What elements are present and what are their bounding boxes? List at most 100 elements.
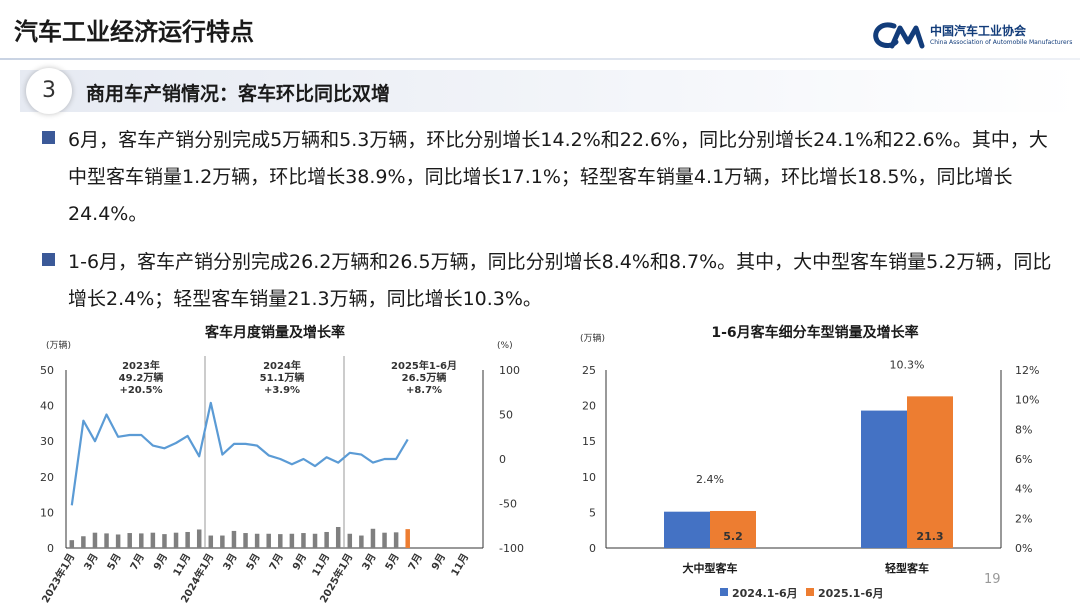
y-right-tick-label: 10% [1015,394,1039,407]
y-left-tick-label: 10 [582,471,596,484]
x-tick-label: 5月 [383,552,402,573]
legend-swatch [806,588,814,596]
x-tick-label: 2023年1月 [39,551,78,605]
sales-bar [92,532,98,548]
y-left-unit-label: (万辆) [46,339,71,351]
header-divider [0,58,1080,60]
y-right-tick-label: 0 [499,453,506,466]
header: 汽车工业经济运行特点 中国汽车工业协会 China Association of… [0,0,1080,62]
sales-bar [324,531,329,548]
y-left-tick-label: 0 [47,542,54,555]
sales-bar [115,534,121,548]
bullet-square-icon [42,131,55,144]
sales-bar [335,526,341,548]
sales-bar [254,533,260,548]
legend-swatch [720,588,728,596]
year-annotation-text: 2024年 [263,359,301,372]
x-tick-label: 7月 [267,552,286,573]
y-right-tick-label: 0% [1015,542,1032,555]
y-left-tick-label: 40 [40,400,54,413]
sales-bar [243,533,248,548]
logo-name: 中国汽车工业协会 [930,24,1027,38]
year-annotation-text: 49.2万辆 [119,371,164,384]
y-left-tick-label: 25 [582,364,596,377]
year-annotation-text: +8.7% [406,385,442,396]
x-tick-label: 3月 [360,552,379,573]
sales-bar [312,533,318,548]
bar-2024 [664,511,710,548]
sales-bar [266,533,271,548]
x-tick-label: 3月 [221,552,240,573]
x-tick-label: 5月 [244,552,263,573]
x-tick-label: 11月 [310,552,332,579]
y-right-tick-label: 100 [499,364,520,377]
bullet-square-icon [42,253,55,266]
year-annotation-text: 2023年 [122,359,160,372]
sales-bar [69,540,75,548]
logo: 中国汽车工业协会 China Association of Automobile… [872,20,1072,50]
x-tick-label: 9月 [290,552,309,573]
year-annotation-text: 26.5万辆 [402,371,447,384]
sales-bar [301,533,306,548]
y-right-unit-label: (%) [497,341,513,351]
y-right-tick-label: 2% [1015,512,1032,525]
y-left-tick-label: 15 [582,435,596,448]
x-tick-label: 7月 [406,552,425,573]
sales-bar [196,529,202,548]
y-left-tick-label: 20 [582,400,596,413]
sales-bar [359,535,364,548]
page-number: 19 [984,572,1001,587]
sales-bar [370,528,376,548]
bullet-text: 1-6月，客车产销分别完成26.2万辆和26.5万辆，同比分别增长8.4%和8.… [68,251,1052,310]
y-right-tick-label: -100 [499,542,524,555]
y-left-tick-label: 20 [40,471,54,484]
legend-label: 2025.1-6月 [818,587,884,600]
sales-bar [185,531,190,548]
sales-bar [173,532,179,548]
bar-data-label: 5.2 [723,530,743,543]
x-tick-label: 11月 [449,552,471,579]
year-annotation-text: 51.1万辆 [260,371,305,384]
caam-logo-icon [873,22,925,49]
y-left-tick-label: 10 [40,506,54,519]
section-band [20,70,1080,112]
x-category-label: 大中型客车 [683,561,738,575]
sales-bar [231,530,237,548]
bullet-text: 6月，客车产销分别完成5万辆和5.3万辆，环比分别增长14.2%和22.6%，同… [68,129,1048,225]
growth-data-label: 2.4% [696,473,724,486]
logo-english-name: China Association of Automobile Manufact… [930,39,1073,46]
legend-label: 2024.1-6月 [732,587,798,600]
section-title: 商用车产销情况：客车环比同比双增 [86,83,391,105]
year-annotation-text: 2025年1-6月 [391,359,457,372]
segment-sales-chart: 1-6月客车细分车型销量及增长率 (万辆) 0 5 10 15 20 25 0% 2% 4% 6% 8%… [580,324,1039,600]
y-right-tick-label: 50 [499,409,513,422]
sales-bar [220,535,225,548]
sales-bar [127,533,132,548]
sales-bar [162,534,167,548]
bar-2025 [710,510,756,548]
y-right-tick-label: -50 [499,498,517,511]
y-left-unit-label: (万辆) [580,332,605,344]
y-left-tick-label: 0 [589,542,596,555]
y-left-tick-label: 50 [40,364,54,377]
sales-bar [382,532,387,548]
monthly-sales-chart: 客车月度销量及增长率 (万辆) (%) 0 10 20 30 40 50 -100 -50 0 50 10… [39,324,524,605]
growth-rate-line [70,401,409,506]
page-title: 汽车工业经济运行特点 [14,18,254,46]
sales-bar [347,533,353,548]
bar-2025 [907,396,953,548]
y-right-tick-label: 6% [1015,453,1032,466]
x-tick-label: 11月 [171,552,193,579]
x-tick-label: 3月 [82,552,101,573]
sales-bar [150,532,156,548]
year-annotation-text: +20.5% [119,385,162,396]
chart-title: 1-6月客车细分车型销量及增长率 [711,324,918,341]
y-left-tick-label: 30 [40,435,54,448]
x-tick-label: 9月 [151,552,170,573]
y-right-tick-label: 8% [1015,423,1032,436]
y-right-tick-label: 4% [1015,483,1032,496]
x-tick-label: 9月 [429,552,448,573]
year-annotation-text: +3.9% [264,385,300,396]
y-right-tick-label: 12% [1015,364,1039,377]
